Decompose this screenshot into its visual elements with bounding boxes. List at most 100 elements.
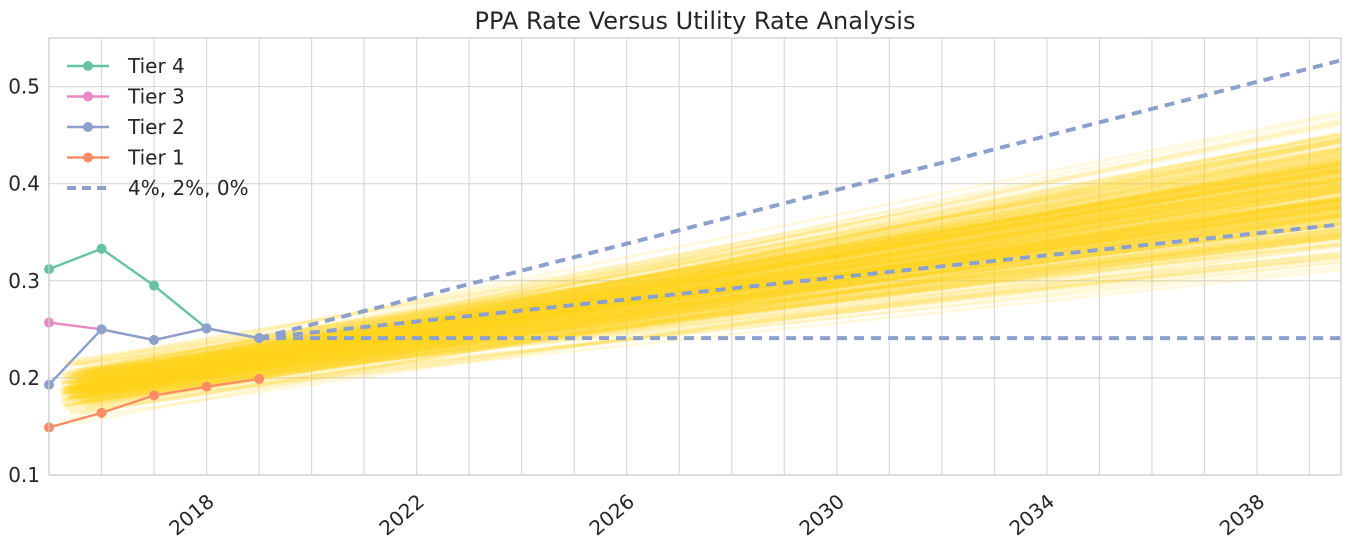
simulation-line bbox=[85, 198, 1342, 374]
simulation-line bbox=[63, 242, 1342, 393]
simulation-line bbox=[89, 226, 1342, 393]
simulation-line bbox=[69, 197, 1342, 391]
simulation-line bbox=[88, 197, 1342, 371]
simulation-line bbox=[63, 167, 1342, 393]
simulation-line bbox=[65, 159, 1342, 390]
simulation-line bbox=[63, 228, 1342, 391]
simulation-line bbox=[74, 175, 1342, 391]
simulation-line bbox=[62, 202, 1342, 390]
simulation-line bbox=[80, 147, 1342, 393]
simulation-line bbox=[86, 229, 1342, 403]
simulation-line bbox=[76, 190, 1342, 388]
simulation-line bbox=[82, 160, 1342, 395]
simulation-line bbox=[80, 227, 1342, 391]
simulation-line bbox=[90, 199, 1342, 404]
simulation-line bbox=[69, 188, 1342, 414]
projection-line bbox=[258, 222, 1342, 341]
simulation-line bbox=[66, 164, 1342, 380]
simulation-line bbox=[67, 229, 1342, 400]
simulation-line bbox=[85, 191, 1342, 400]
simulation-line bbox=[73, 197, 1342, 376]
simulation-line bbox=[81, 210, 1342, 388]
simulation-line bbox=[67, 233, 1342, 395]
simulation-line bbox=[82, 268, 1342, 405]
simulation-line bbox=[88, 230, 1342, 398]
projection-lines bbox=[258, 58, 1342, 341]
simulation-line bbox=[72, 168, 1342, 399]
simulation-line bbox=[62, 168, 1342, 397]
simulation-line bbox=[82, 198, 1342, 384]
simulation-line bbox=[89, 206, 1342, 384]
simulation-line bbox=[87, 159, 1342, 379]
simulation-line bbox=[85, 205, 1342, 409]
simulation-line bbox=[79, 207, 1342, 389]
simulation-line bbox=[73, 207, 1342, 382]
simulation-line bbox=[90, 214, 1342, 394]
simulation-line bbox=[79, 217, 1342, 407]
simulation-line bbox=[78, 180, 1342, 391]
simulation-line bbox=[68, 145, 1342, 396]
simulation-line bbox=[80, 186, 1342, 404]
simulation-line bbox=[62, 256, 1342, 392]
simulation-line bbox=[89, 203, 1342, 383]
simulation-line bbox=[72, 147, 1342, 404]
simulation-line bbox=[89, 161, 1342, 381]
simulation-line bbox=[62, 134, 1342, 392]
simulation-line bbox=[80, 204, 1342, 377]
simulation-line bbox=[86, 195, 1342, 395]
simulation-line bbox=[71, 197, 1342, 399]
data-point bbox=[149, 335, 160, 346]
simulation-line bbox=[80, 260, 1342, 402]
simulation-line bbox=[83, 117, 1342, 390]
simulation-line bbox=[68, 153, 1342, 396]
simulation-line bbox=[78, 173, 1342, 400]
simulation-line bbox=[67, 157, 1342, 389]
simulation-line bbox=[85, 252, 1342, 378]
simulation-line bbox=[73, 151, 1342, 389]
legend-marker bbox=[83, 91, 93, 102]
simulation-line bbox=[66, 162, 1342, 400]
simulation-line bbox=[82, 150, 1342, 380]
simulation-line bbox=[84, 222, 1342, 376]
simulation-line bbox=[80, 137, 1342, 378]
simulation-line bbox=[74, 219, 1342, 400]
simulation-line bbox=[62, 180, 1342, 394]
simulation-line bbox=[90, 166, 1342, 397]
simulation-line bbox=[76, 210, 1342, 390]
simulation-line bbox=[85, 169, 1342, 385]
simulation-line bbox=[86, 190, 1342, 400]
simulation-line bbox=[85, 200, 1342, 389]
simulation-line bbox=[69, 203, 1342, 400]
simulation-line bbox=[60, 203, 1342, 403]
legend-label: Tier 4 bbox=[127, 54, 185, 78]
simulation-line bbox=[75, 235, 1342, 379]
simulation-line bbox=[64, 199, 1342, 400]
simulation-line bbox=[77, 140, 1342, 387]
simulation-line bbox=[74, 170, 1342, 389]
simulation-line bbox=[82, 231, 1342, 389]
simulation-line bbox=[65, 155, 1342, 407]
simulation-line bbox=[69, 245, 1342, 415]
simulation-line bbox=[88, 222, 1342, 378]
simulation-line bbox=[88, 200, 1342, 384]
simulation-line bbox=[74, 149, 1342, 384]
simulation-line bbox=[67, 255, 1342, 389]
simulation-line bbox=[81, 232, 1342, 386]
simulation-line bbox=[85, 137, 1342, 388]
simulation-line bbox=[88, 187, 1342, 394]
y-tick-label: 0.5 bbox=[8, 75, 40, 99]
simulation-line bbox=[84, 176, 1342, 402]
simulation-line bbox=[83, 177, 1342, 393]
simulation-line bbox=[82, 200, 1342, 377]
simulation-line bbox=[89, 183, 1342, 378]
simulation-band bbox=[59, 110, 1342, 425]
simulation-line bbox=[82, 235, 1342, 398]
simulation-line bbox=[84, 205, 1342, 393]
simulation-line bbox=[60, 212, 1342, 394]
simulation-line bbox=[84, 163, 1342, 397]
simulation-line bbox=[61, 170, 1342, 406]
legend-label: Tier 3 bbox=[127, 85, 185, 109]
simulation-line bbox=[70, 180, 1342, 384]
simulation-line bbox=[83, 182, 1342, 392]
simulation-line bbox=[70, 242, 1342, 386]
